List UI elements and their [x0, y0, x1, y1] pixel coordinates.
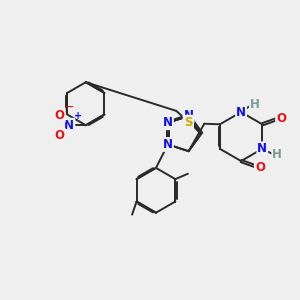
Text: H: H	[250, 98, 260, 111]
Text: O: O	[255, 160, 265, 173]
Text: +: +	[74, 111, 82, 121]
Text: H: H	[272, 148, 282, 161]
Text: N: N	[236, 106, 246, 118]
Text: N: N	[184, 110, 194, 122]
Text: N: N	[64, 119, 74, 132]
Text: N: N	[163, 116, 173, 129]
Text: N: N	[163, 138, 173, 151]
Text: O: O	[55, 129, 65, 142]
Text: S: S	[184, 116, 193, 129]
Text: O: O	[276, 112, 286, 125]
Text: −: −	[65, 102, 75, 112]
Text: O: O	[55, 109, 65, 122]
Text: N: N	[257, 142, 267, 155]
